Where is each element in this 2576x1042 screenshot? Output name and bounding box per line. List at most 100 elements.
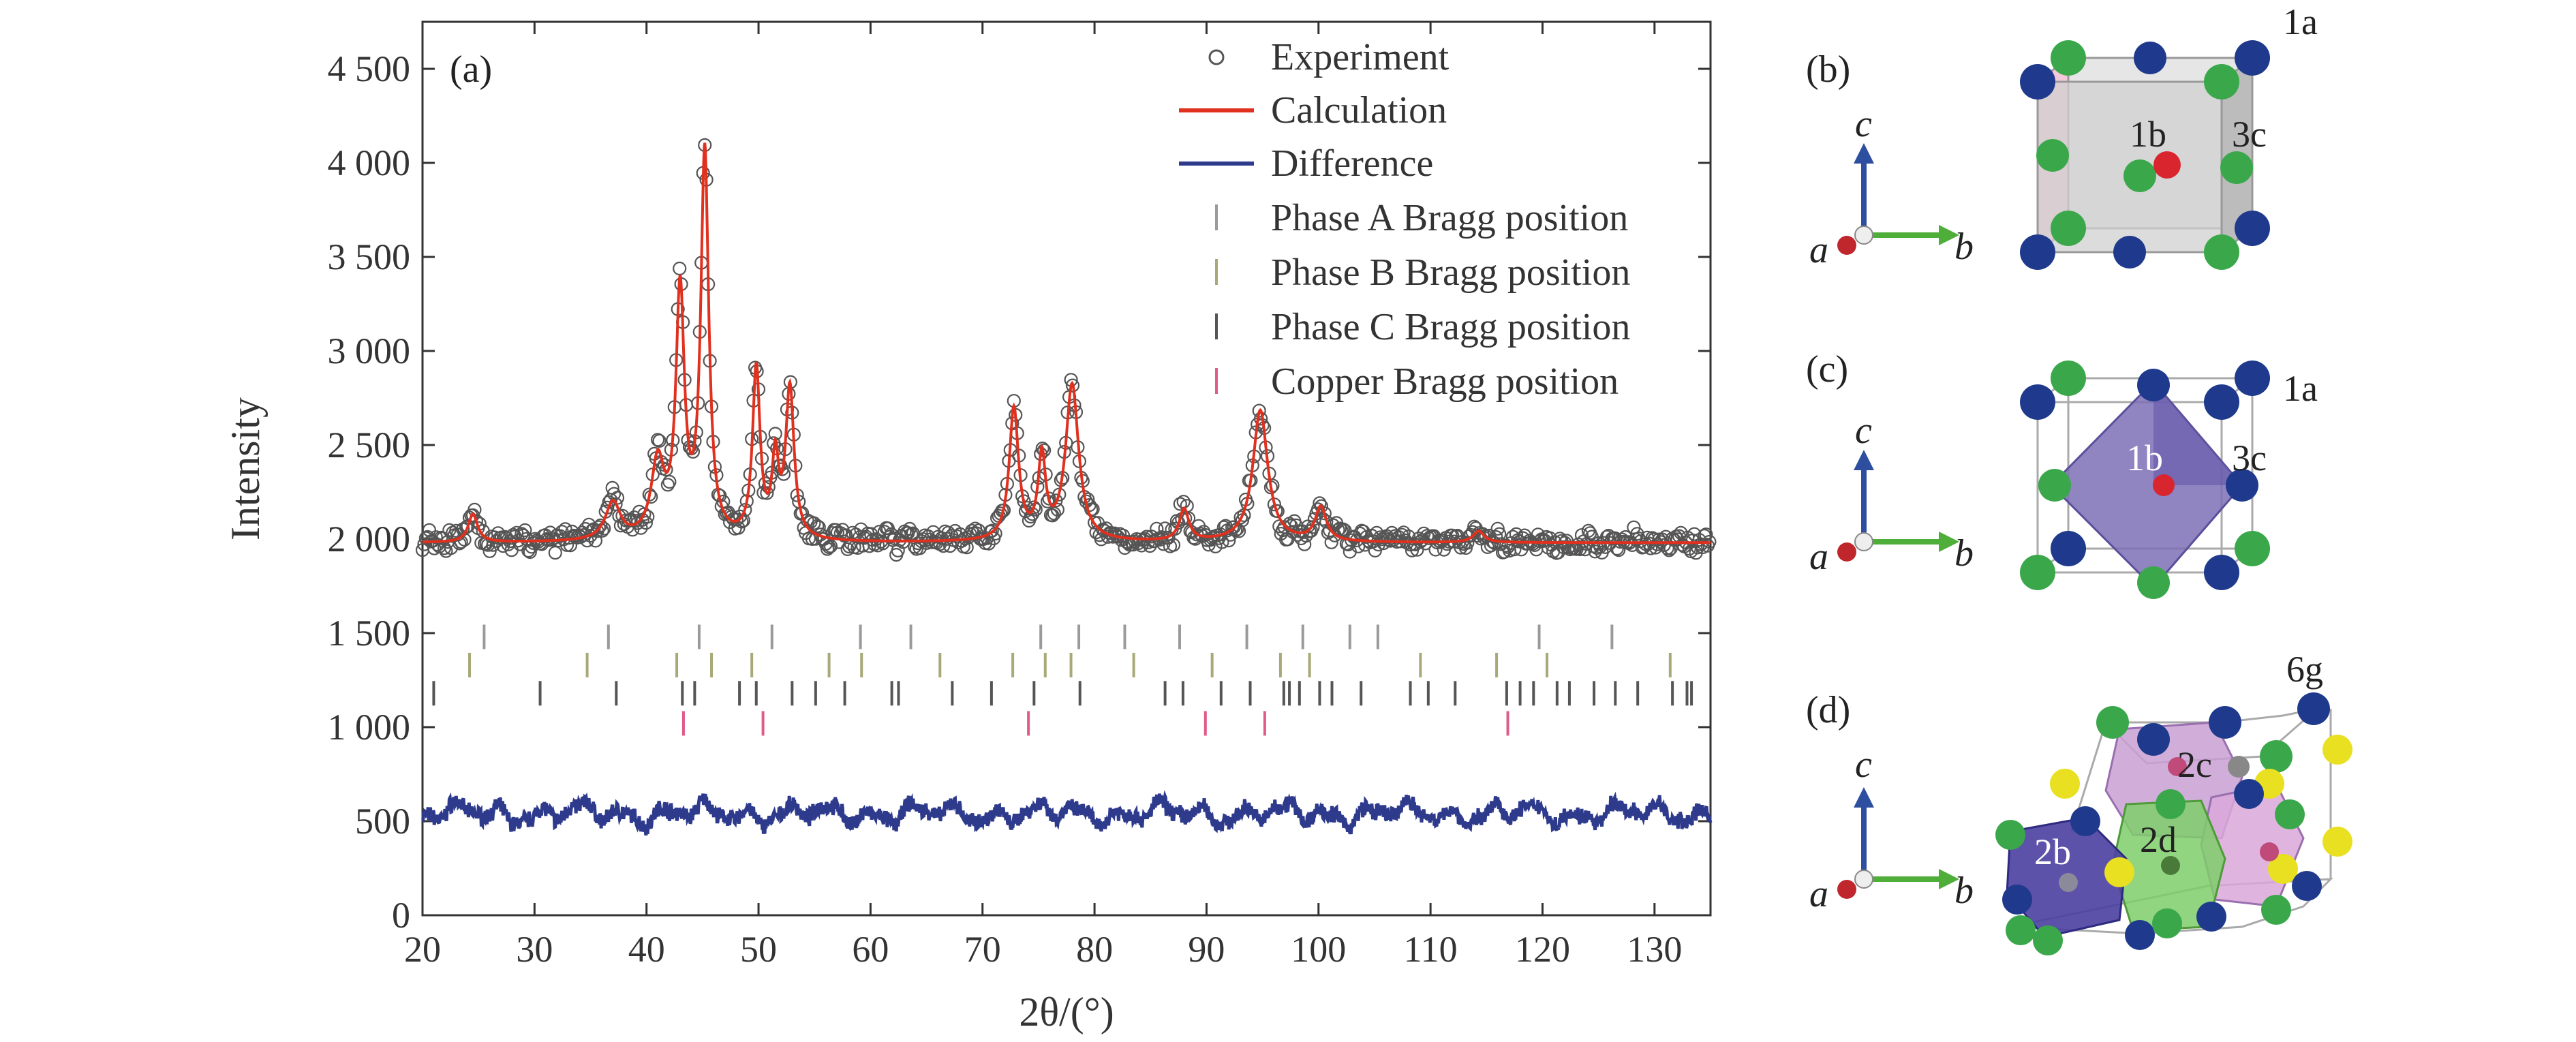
experiment-point <box>1593 539 1608 554</box>
atom-1a <box>2204 384 2239 420</box>
y-axis-title: Intensity <box>223 397 268 540</box>
atom-6g <box>1995 820 2025 850</box>
experiment-point <box>660 478 675 492</box>
atom-6g <box>2275 799 2305 829</box>
axis-origin-d <box>1854 870 1873 889</box>
calculation-line <box>423 142 1711 545</box>
experiment-point <box>497 530 512 544</box>
experiment-point <box>919 536 934 551</box>
unit-cell-b: 1a 1b 3c <box>2020 1 2318 270</box>
y-axis-ticks: 0 500 1 000 1 500 2 000 2 500 3 000 3 500 4 000 4… <box>328 48 1711 936</box>
y-tick-label: 4 500 <box>328 48 411 89</box>
panel-label-d: (d) <box>1806 689 1850 731</box>
experiment-point <box>558 522 572 536</box>
x-axis-ticks: 20 30 40 50 60 70 80 90 100 110 120 130 <box>404 22 1682 970</box>
experiment-point <box>1509 527 1523 541</box>
experiment-point <box>1336 522 1351 536</box>
experiment-point <box>1158 521 1172 536</box>
experiment-point <box>1176 495 1191 509</box>
experiment-point <box>1181 511 1196 525</box>
x-tick-label: 90 <box>1188 929 1225 970</box>
atom-3c <box>2113 236 2146 269</box>
experiment-point <box>429 530 443 545</box>
axis-b-label-c: b <box>1954 532 1974 574</box>
atom-pink <box>2260 842 2279 861</box>
x-tick-label: 120 <box>1515 929 1570 970</box>
legend: Experiment Calculation Difference Phase … <box>1179 36 1630 403</box>
experiment-point <box>673 261 687 276</box>
atom-6g <box>2137 723 2170 756</box>
site-label-3c-c: 3c <box>2232 438 2267 478</box>
atom-6g <box>2322 827 2352 857</box>
atom-6g <box>2156 789 2186 819</box>
site-label-1a-c: 1a <box>2283 368 2318 409</box>
atom-6g <box>2196 902 2226 932</box>
y-tick-label: 3 000 <box>328 331 411 371</box>
experiment-point <box>1324 535 1338 549</box>
experiment-point <box>1233 510 1248 525</box>
experiment-point <box>823 539 838 553</box>
site-label-3c-b: 3c <box>2232 114 2267 155</box>
atom-3c <box>2036 139 2069 172</box>
experiment-point <box>659 462 673 477</box>
axis-c-label-b: c <box>1855 103 1872 145</box>
experiment-point <box>1306 520 1320 534</box>
atom-6g <box>2006 915 2036 945</box>
axis-b-label-b: b <box>1954 226 1974 268</box>
atom-6g <box>2070 806 2100 836</box>
atom-3c <box>2137 566 2170 599</box>
y-tick-label: 2 000 <box>328 519 411 560</box>
atom-6g <box>2261 895 2291 925</box>
atom-6g <box>2125 920 2155 950</box>
atom-6g <box>2292 871 2322 901</box>
atom-1a <box>2020 555 2055 590</box>
x-tick-label: 100 <box>1291 929 1346 970</box>
experiment-point <box>985 523 999 538</box>
experiment-point <box>1314 499 1329 513</box>
experiment-point <box>1417 526 1431 540</box>
x-tick-label: 80 <box>1076 929 1113 970</box>
experiment-point <box>1173 497 1187 511</box>
atom-3c <box>2123 159 2156 192</box>
experiment-point <box>634 521 648 535</box>
y-tick-label: 500 <box>355 801 410 842</box>
site-label-1b-c: 1b <box>2126 438 2163 478</box>
octahedron-shade-c <box>2153 382 2242 485</box>
atom-6g <box>2050 769 2080 799</box>
legend-experiment-label: Experiment <box>1271 36 1450 78</box>
y-tick-label: 0 <box>392 895 410 936</box>
site-label-6g-d: 6g <box>2286 649 2323 690</box>
experiment-point <box>1298 537 1312 551</box>
experiment-point <box>637 507 651 521</box>
atom-3c <box>2134 42 2166 74</box>
panel-label-a: (a) <box>450 48 492 91</box>
atom-1a <box>2235 40 2270 76</box>
experiment-point <box>650 433 665 447</box>
atom-1a <box>2204 64 2239 99</box>
experiment-point <box>592 520 606 534</box>
axis-origin-c <box>1854 532 1873 551</box>
crystal-panel-c: (c) c a b <box>1806 348 2318 599</box>
hex-cell-d: 6g 2c 2b 2d <box>1995 649 2352 955</box>
axis-b-label-d: b <box>1954 870 1974 912</box>
experiment-point <box>1299 528 1313 543</box>
legend-calculation-label: Calculation <box>1271 89 1447 132</box>
x-tick-label: 130 <box>1627 929 1682 970</box>
legend-phase-a-label: Phase A Bragg position <box>1271 197 1628 239</box>
experiment-point <box>518 523 532 538</box>
atom-grey <box>2228 756 2250 778</box>
atom-2d <box>2161 856 2180 875</box>
atom-6g <box>2268 854 2298 884</box>
experiment-point <box>1319 515 1334 529</box>
atom-6g <box>2096 706 2129 739</box>
experiment-point <box>548 545 562 560</box>
atom-1a <box>2204 234 2239 270</box>
axis-origin-b <box>1854 226 1873 245</box>
site-label-2b-d: 2b <box>2034 831 2071 872</box>
experiment-point <box>662 474 677 489</box>
axis-a-label-c: a <box>1809 536 1828 578</box>
axis-a-label-b: a <box>1809 229 1828 271</box>
atom-6g <box>2002 885 2032 915</box>
x-tick-label: 110 <box>1404 929 1458 970</box>
experiment-point <box>820 542 835 556</box>
